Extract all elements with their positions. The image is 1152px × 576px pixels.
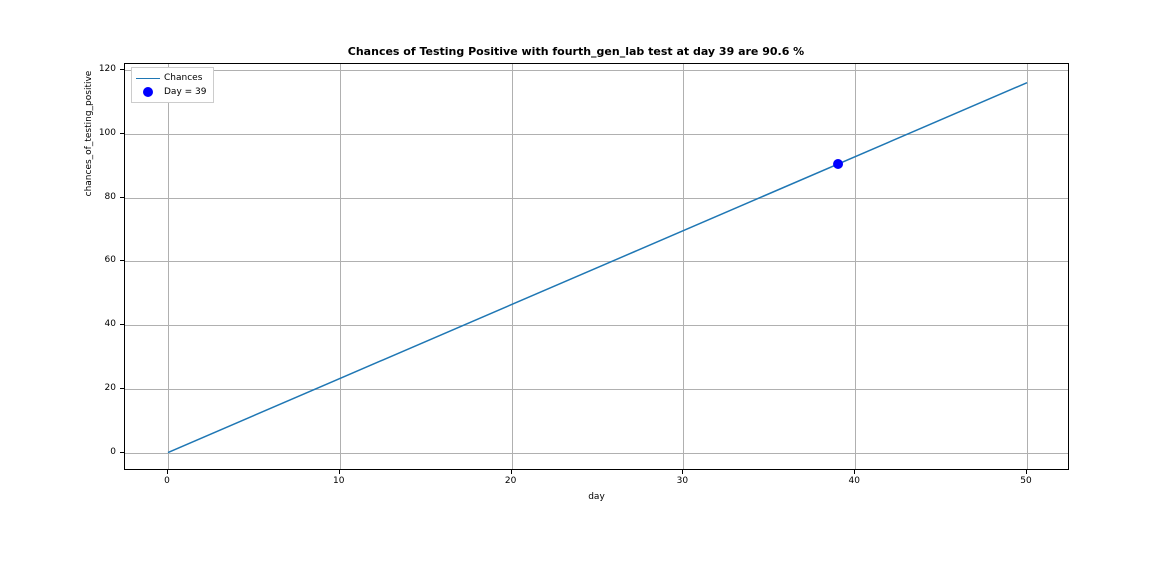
ytick (120, 452, 124, 453)
xtick-label: 50 (1020, 476, 1031, 486)
xtick-label: 0 (164, 476, 170, 486)
plot-svg (125, 64, 1070, 471)
legend-marker-swatch (136, 85, 160, 99)
xtick-label: 30 (677, 476, 688, 486)
xtick (167, 470, 168, 474)
ytick-label: 120 (99, 64, 116, 74)
legend-line-swatch (136, 71, 160, 85)
ytick (120, 388, 124, 389)
legend-row: Chances (136, 71, 207, 85)
figure: Chances of Testing Positive with fourth_… (0, 0, 1152, 576)
ytick (120, 324, 124, 325)
xtick-label: 40 (848, 476, 859, 486)
xtick-label: 20 (505, 476, 516, 486)
xtick (1026, 470, 1027, 474)
ytick (120, 260, 124, 261)
ytick-label: 40 (105, 319, 116, 329)
ytick (120, 69, 124, 70)
ytick-label: 0 (110, 447, 116, 457)
x-axis-label: day (124, 492, 1069, 502)
legend-label: Day = 39 (164, 87, 207, 97)
ytick (120, 133, 124, 134)
legend: Chances Day = 39 (131, 67, 214, 103)
xtick (511, 470, 512, 474)
series-marker-1 (833, 159, 843, 169)
xtick (854, 470, 855, 474)
ytick-label: 20 (105, 383, 116, 393)
xtick-label: 10 (333, 476, 344, 486)
ytick-label: 80 (105, 192, 116, 202)
plot-area: Chances Day = 39 (124, 63, 1069, 470)
ytick-label: 100 (99, 128, 116, 138)
ytick (120, 197, 124, 198)
xtick (339, 470, 340, 474)
legend-label: Chances (164, 73, 202, 83)
chart-title: Chances of Testing Positive with fourth_… (0, 45, 1152, 58)
ytick-label: 60 (105, 255, 116, 265)
series-line-0 (168, 83, 1027, 453)
legend-row: Day = 39 (136, 85, 207, 99)
y-axis-label: chances_of_testing_positive (84, 0, 94, 337)
line-icon (136, 78, 160, 79)
xtick (682, 470, 683, 474)
circle-icon (143, 87, 153, 97)
